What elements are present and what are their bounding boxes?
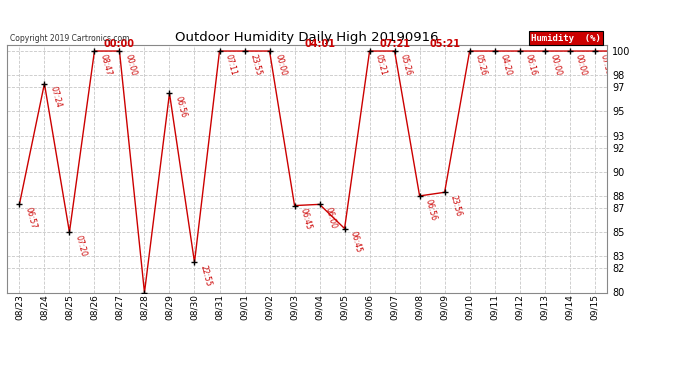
Text: 06:00: 06:00: [324, 206, 337, 230]
Text: 05:26: 05:26: [473, 53, 488, 76]
Text: 06:56: 06:56: [173, 95, 188, 118]
Text: 23:55: 23:55: [248, 53, 263, 76]
Text: 23:56: 23:56: [448, 194, 463, 217]
Text: 00:00: 00:00: [573, 53, 588, 76]
Text: 06:16: 06:16: [524, 53, 538, 76]
Text: 04:01: 04:01: [304, 39, 335, 49]
Text: 05:21: 05:21: [429, 39, 460, 49]
Text: 00:00: 00:00: [104, 39, 135, 49]
Text: 06:57: 06:57: [23, 206, 37, 230]
Text: 04:20: 04:20: [498, 53, 513, 76]
Text: 06:45: 06:45: [348, 230, 363, 254]
Text: 05:26: 05:26: [398, 53, 413, 76]
Text: 00:00: 00:00: [273, 53, 288, 76]
Text: 08:47: 08:47: [98, 53, 112, 76]
Text: 06:45: 06:45: [298, 207, 313, 231]
Text: Humidity  (%): Humidity (%): [531, 33, 601, 42]
Text: 00:00: 00:00: [549, 53, 563, 76]
Text: 06:56: 06:56: [424, 198, 437, 221]
Text: 22:55: 22:55: [198, 264, 213, 288]
Text: 00:00: 00:00: [124, 53, 137, 76]
Title: Outdoor Humidity Daily High 20190916: Outdoor Humidity Daily High 20190916: [175, 31, 439, 44]
Text: 05:21: 05:21: [373, 53, 388, 76]
Text: 07:20: 07:20: [73, 234, 88, 257]
Text: Copyright 2019 Cartronics.com: Copyright 2019 Cartronics.com: [10, 33, 130, 42]
Text: 00:45: 00:45: [148, 294, 163, 318]
Text: 07:24: 07:24: [48, 86, 63, 109]
Text: 07:32: 07:32: [598, 53, 613, 76]
Text: 07:11: 07:11: [224, 53, 237, 76]
Text: 07:21: 07:21: [379, 39, 410, 49]
Text: 19:12: 19:12: [0, 374, 1, 375]
